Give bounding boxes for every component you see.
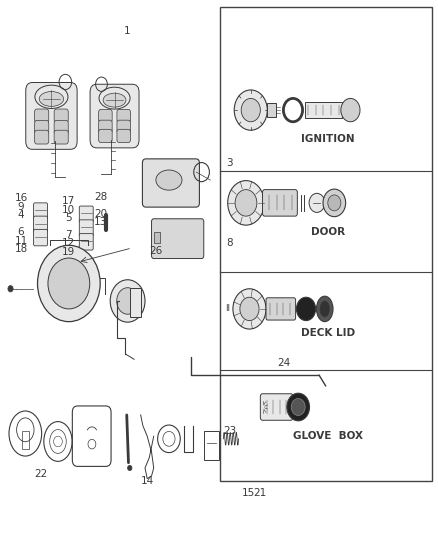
Text: II: II (225, 304, 230, 313)
Bar (305, 102, 342, 118)
Text: 7: 7 (66, 230, 72, 240)
FancyBboxPatch shape (79, 220, 93, 236)
Text: 24: 24 (278, 358, 291, 368)
Text: 5: 5 (66, 213, 72, 223)
FancyBboxPatch shape (152, 219, 204, 259)
Bar (220, 7, 432, 481)
Ellipse shape (35, 85, 68, 109)
Circle shape (234, 90, 267, 130)
Circle shape (328, 195, 341, 211)
Text: 1: 1 (124, 26, 131, 36)
Circle shape (341, 99, 360, 122)
Circle shape (287, 393, 310, 421)
FancyBboxPatch shape (35, 120, 49, 134)
Circle shape (48, 258, 90, 309)
FancyBboxPatch shape (99, 130, 112, 142)
FancyBboxPatch shape (117, 109, 131, 123)
Text: 18: 18 (14, 244, 28, 254)
FancyBboxPatch shape (54, 130, 68, 144)
Text: 20: 20 (94, 209, 107, 219)
Text: 8: 8 (226, 238, 233, 248)
Text: 10: 10 (62, 205, 75, 215)
Text: 23: 23 (223, 426, 237, 436)
Bar (154, 232, 160, 243)
Text: 11: 11 (14, 236, 28, 246)
Ellipse shape (103, 93, 126, 107)
Circle shape (8, 286, 13, 292)
Circle shape (110, 280, 145, 322)
Circle shape (235, 190, 257, 216)
Text: 3: 3 (226, 158, 233, 168)
FancyBboxPatch shape (54, 109, 68, 123)
Circle shape (127, 465, 132, 471)
Bar (204, 431, 219, 460)
FancyBboxPatch shape (260, 394, 293, 420)
FancyBboxPatch shape (26, 83, 77, 149)
Text: 22: 22 (34, 470, 47, 479)
Text: 12: 12 (62, 238, 75, 248)
Circle shape (228, 181, 264, 225)
FancyBboxPatch shape (34, 216, 47, 232)
Text: 13: 13 (94, 217, 107, 228)
Text: 16: 16 (14, 193, 28, 203)
Bar (267, 103, 276, 117)
Circle shape (297, 297, 316, 320)
Text: 21: 21 (254, 488, 267, 498)
Text: 15: 15 (242, 488, 255, 498)
FancyBboxPatch shape (262, 190, 297, 216)
Text: 9: 9 (18, 201, 24, 212)
Ellipse shape (39, 92, 64, 107)
Circle shape (117, 288, 138, 314)
Text: 26: 26 (149, 246, 162, 256)
Circle shape (241, 99, 260, 122)
FancyBboxPatch shape (117, 130, 131, 142)
Circle shape (38, 245, 100, 321)
FancyBboxPatch shape (54, 120, 68, 134)
Text: 14: 14 (141, 477, 154, 486)
FancyBboxPatch shape (99, 120, 112, 133)
FancyBboxPatch shape (99, 109, 112, 123)
Text: DOOR: DOOR (311, 227, 345, 237)
Circle shape (291, 399, 305, 416)
FancyBboxPatch shape (35, 130, 49, 144)
Text: 19: 19 (62, 247, 75, 257)
Bar (22, 431, 29, 449)
Text: IGNITION: IGNITION (301, 134, 355, 144)
FancyBboxPatch shape (35, 109, 49, 123)
Text: 17: 17 (62, 196, 75, 206)
FancyBboxPatch shape (79, 206, 93, 222)
FancyBboxPatch shape (34, 229, 47, 246)
Circle shape (309, 193, 325, 213)
FancyBboxPatch shape (34, 203, 47, 219)
Text: 4: 4 (18, 210, 24, 220)
Circle shape (240, 297, 259, 320)
FancyBboxPatch shape (79, 233, 93, 250)
FancyBboxPatch shape (142, 159, 199, 207)
Ellipse shape (320, 301, 329, 317)
Text: GLOVE  BOX: GLOVE BOX (293, 431, 363, 441)
Ellipse shape (156, 170, 182, 190)
FancyBboxPatch shape (90, 84, 139, 148)
FancyBboxPatch shape (266, 298, 296, 320)
Ellipse shape (99, 87, 130, 109)
Text: 6: 6 (18, 227, 24, 237)
Ellipse shape (317, 296, 333, 321)
Circle shape (233, 289, 266, 329)
FancyBboxPatch shape (117, 120, 131, 133)
Bar (130, 288, 141, 317)
Circle shape (323, 189, 346, 216)
Text: DECK LID: DECK LID (301, 328, 355, 338)
Text: 28: 28 (94, 192, 107, 202)
